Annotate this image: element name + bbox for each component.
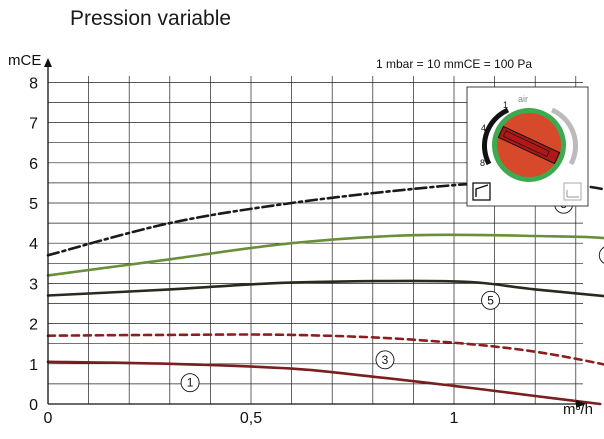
speed-selector-dial-icon: 8 4 1 air <box>466 86 589 207</box>
dial-marker-1: 1 <box>503 100 508 110</box>
dial-range-arc-dark <box>481 107 510 166</box>
tick-labels: 00,511,52012345678 <box>29 75 459 427</box>
x-tick-label: 0 <box>44 410 53 427</box>
dial-range-arc-light <box>550 107 579 166</box>
y-axis-label: mCE <box>8 52 41 69</box>
curve-label-circle-7 <box>598 246 604 264</box>
curve-series-8 <box>46 181 604 257</box>
y-tick-label: 7 <box>29 116 38 133</box>
y-tick-label: 3 <box>29 276 38 293</box>
mode-constant-icon <box>563 182 582 201</box>
curve-series-5 <box>46 279 604 298</box>
curve-label-circle-5 <box>481 290 500 310</box>
x-tick-label: 0,5 <box>240 410 262 427</box>
curve-label-5: 5 <box>487 293 494 307</box>
x-axis-arrow-icon <box>576 400 586 408</box>
y-tick-label: 6 <box>29 156 38 173</box>
y-tick-label: 1 <box>29 357 38 374</box>
curve-label-3: 3 <box>382 353 389 367</box>
y-tick-label: 4 <box>29 236 38 253</box>
y-axis-arrow-icon <box>44 58 52 67</box>
y-tick-label: 0 <box>29 397 38 414</box>
curve-label-circle-3 <box>375 350 395 370</box>
chart-title: Pression variable <box>70 7 231 30</box>
curve-label-1: 1 <box>187 376 194 390</box>
curves <box>46 181 604 406</box>
dial-marker-8: 8 <box>480 158 485 168</box>
curve-label-circle-1 <box>180 373 200 393</box>
y-tick-label: 2 <box>29 317 38 334</box>
dial-air-label: air <box>518 94 528 104</box>
curve-series-1 <box>46 360 602 406</box>
curve-series-7 <box>46 233 604 277</box>
x-tick-label: 1 <box>450 410 459 427</box>
mode-proportional-icon <box>472 182 491 201</box>
unit-note: 1 mbar = 10 mmCE = 100 Pa <box>376 57 532 71</box>
curve-series-3 <box>46 333 604 366</box>
y-tick-label: 8 <box>29 75 38 92</box>
dial-pointer <box>497 125 561 165</box>
y-tick-label: 5 <box>29 196 38 213</box>
curve-labels: 13578 <box>180 194 604 393</box>
x-axis-label: m³/h <box>563 401 593 418</box>
dial-marker-4: 4 <box>481 123 486 133</box>
